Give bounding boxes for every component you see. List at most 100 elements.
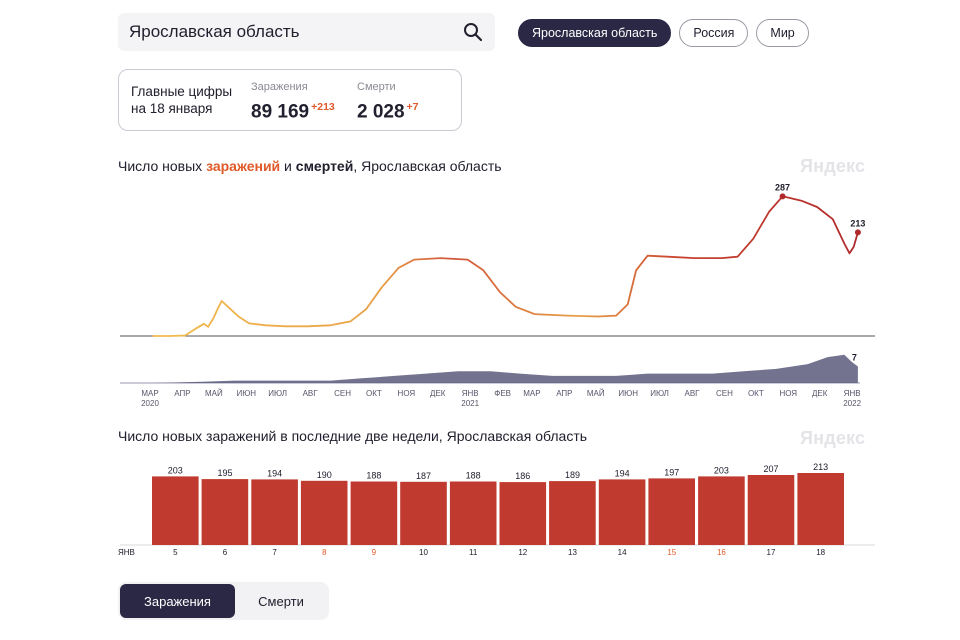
x-tick-label: 11: [469, 548, 478, 557]
x-tick-label: НОЯ: [779, 389, 797, 398]
infections-stat: Заражения 89 169 +213: [251, 80, 343, 123]
infections-peak-marker: [779, 193, 786, 200]
infections-label: Заражения: [251, 81, 308, 93]
tab-deaths[interactable]: Смерти: [258, 593, 304, 609]
region-world-button[interactable]: Мир: [756, 19, 809, 47]
bar: [598, 479, 646, 545]
x-tick-label: 13: [568, 548, 577, 557]
x-tick-label: АВГ: [303, 389, 319, 398]
x-tick-label: МАР: [141, 389, 158, 398]
chart2-watermark: Яндекс: [800, 428, 866, 448]
x-tick-label: 8: [322, 548, 327, 557]
bar: [201, 479, 249, 545]
x-tick-label: 7: [272, 548, 277, 557]
x-tick-label: ЯНВ: [844, 389, 861, 398]
bar-value-label: 194: [267, 468, 282, 478]
x-tick-label: ИЮН: [618, 389, 638, 398]
x-tick-year-label: 2022: [843, 399, 861, 408]
infections-series-line: [152, 195, 859, 337]
x-tick-label: 10: [419, 548, 428, 557]
x-tick-label: ЯНВ: [462, 389, 479, 398]
x-tick-label: 12: [518, 548, 527, 557]
chart1-title-suffix: , Ярославская область: [353, 158, 502, 174]
x-tick-label: АПР: [556, 389, 572, 398]
deaths-delta: +7: [406, 101, 419, 113]
deaths-stat: Смерти 2 028 +7: [357, 80, 449, 123]
chart1-title-infections: заражений: [206, 158, 281, 174]
bar-value-label: 187: [416, 471, 431, 481]
bar: [152, 476, 199, 545]
stats-heading: Главные цифры на 18 января: [131, 80, 239, 120]
chart1-title: Число новых заражений и смертей, Ярослав…: [118, 158, 502, 174]
search-icon[interactable]: [463, 22, 483, 42]
region-russia-button[interactable]: Россия: [679, 19, 749, 47]
region-selector: Ярославская область Россия Мир: [518, 19, 809, 47]
x-month-label: ЯНВ: [118, 548, 135, 557]
stats-heading-line2: на 18 января: [131, 101, 213, 116]
x-tick-label: ИЮН: [236, 389, 256, 398]
x-tick-label: 14: [618, 548, 627, 557]
infections-value-row: 89 169 +213: [251, 96, 343, 123]
infections-value: 89 169: [251, 101, 310, 123]
bar-value-label: 213: [813, 462, 828, 472]
x-tick-label: 6: [223, 548, 228, 557]
bar: [549, 481, 596, 545]
x-tick-label: ОКТ: [366, 389, 382, 398]
x-tick-label: ДЕК: [812, 389, 828, 398]
x-tick-label: 5: [173, 548, 178, 557]
bar: [251, 479, 298, 545]
x-tick-label: МАР: [523, 389, 540, 398]
infections-delta: +213: [311, 101, 335, 113]
x-tick-label: АПР: [174, 389, 190, 398]
x-tick-label: ИЮЛ: [650, 389, 669, 398]
infections-point-label: 287: [775, 182, 790, 192]
x-tick-label: МАЙ: [205, 389, 223, 398]
deaths-value: 2 028: [357, 101, 405, 123]
deaths-series-area: [152, 354, 858, 383]
region-yaroslavl-button[interactable]: Ярославская область: [518, 19, 672, 47]
bar: [698, 476, 745, 545]
deaths-value-row: 2 028 +7: [357, 96, 449, 123]
search-input[interactable]: Ярославская область: [118, 13, 495, 51]
x-tick-label: ОКТ: [748, 389, 764, 398]
x-tick-label: ДЕК: [430, 389, 446, 398]
bar: [747, 475, 795, 545]
chart1-title-deaths: смертей: [295, 158, 354, 174]
tab-infections[interactable]: Заражения: [120, 584, 235, 618]
chart1-title-prefix: Число новых: [118, 158, 207, 174]
deaths-point-label: 7: [852, 353, 857, 363]
search-value: Ярославская область: [129, 22, 300, 41]
bar-value-label: 194: [615, 468, 630, 478]
x-tick-label: 15: [667, 548, 676, 557]
x-tick-label: МАЙ: [587, 389, 605, 398]
bar-value-label: 197: [664, 467, 679, 477]
x-tick-year-label: 2020: [141, 399, 159, 408]
x-tick-label: 17: [767, 548, 776, 557]
infections-point-label: 213: [850, 218, 865, 228]
bar-value-label: 189: [565, 470, 580, 480]
bar-value-label: 188: [366, 471, 381, 481]
bar-value-label: 203: [168, 465, 183, 475]
chart1-watermark: Яндекс: [800, 156, 866, 176]
x-tick-label: НОЯ: [398, 389, 416, 398]
bar: [648, 478, 695, 545]
bar: [400, 481, 447, 545]
bar-value-label: 190: [317, 470, 332, 480]
bar-value-label: 188: [466, 471, 481, 481]
x-tick-label: ФЕВ: [494, 389, 511, 398]
bar-value-label: 186: [515, 471, 530, 481]
chart1-title-mid: и: [280, 158, 296, 174]
infections-peak-marker: [854, 229, 861, 236]
x-tick-year-label: 2021: [461, 399, 479, 408]
metric-tabs: Заражения Смерти: [118, 582, 329, 620]
x-tick-label: АВГ: [685, 389, 701, 398]
two-weeks-bar-chart: 203 195 194 190 188 187 188 186 189 194 197 203 207 2…: [118, 462, 875, 557]
x-tick-label: 9: [372, 548, 377, 557]
stats-heading-line1: Главные цифры: [131, 84, 233, 99]
bar-value-label: 195: [217, 468, 232, 478]
bar: [449, 481, 497, 545]
bar: [797, 473, 844, 545]
bar-value-label: 207: [763, 464, 778, 474]
x-tick-label: 16: [717, 548, 726, 557]
